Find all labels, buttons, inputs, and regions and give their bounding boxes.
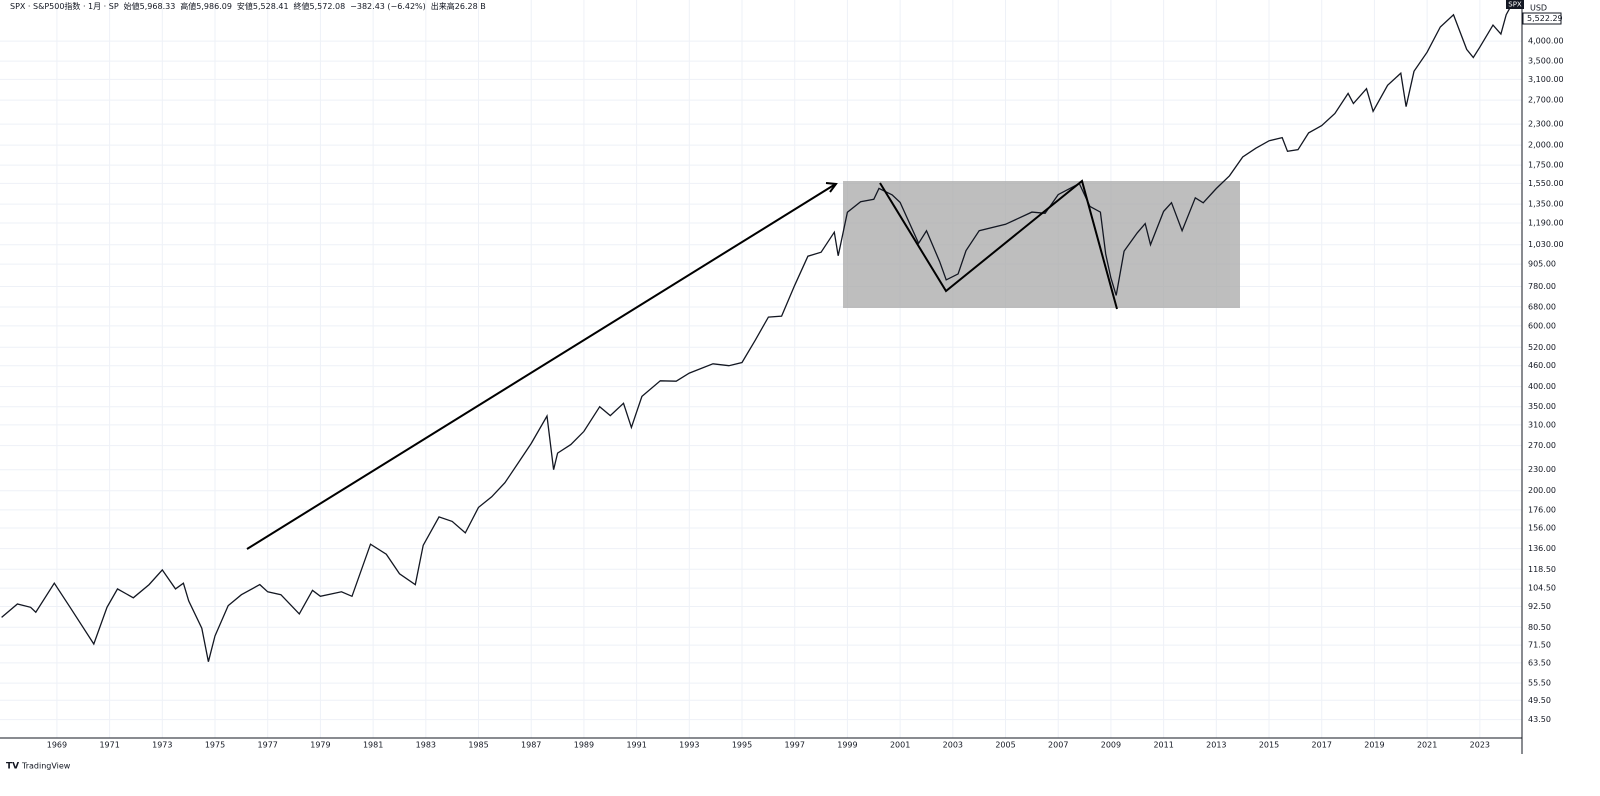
symbol-tag: SPX <box>1508 1 1522 9</box>
header-item: 高値5,986.09 <box>180 2 232 11</box>
header-item: −382.43 (−6.42%) <box>350 2 426 11</box>
y-tick-label: 43.50 <box>1528 715 1551 724</box>
x-tick-label: 2001 <box>890 741 910 750</box>
x-tick-label: 2021 <box>1417 741 1437 750</box>
y-tick-label: 1,750.00 <box>1528 161 1564 170</box>
header-item: 安値5,528.41 <box>236 2 289 11</box>
header-item: 始値5,968.33 <box>123 2 176 11</box>
y-tick-label: 1,550.00 <box>1528 179 1564 188</box>
x-tick-label: 1991 <box>626 741 646 750</box>
y-tick-label: 1,350.00 <box>1528 200 1564 209</box>
y-tick-label: 3,500.00 <box>1528 57 1564 66</box>
x-tick-label: 2015 <box>1259 741 1279 750</box>
x-tick-label: 2005 <box>995 741 1015 750</box>
y-tick-label: 310.00 <box>1528 420 1556 429</box>
header: SPX · S&P500指数 · 1月 · SP 始値5,968.33 高値5,98… <box>10 1 491 12</box>
x-tick-label: 2017 <box>1312 741 1332 750</box>
brand: TradingView <box>21 762 71 771</box>
y-tick-label: 49.50 <box>1528 696 1551 705</box>
price-line <box>1 0 1516 662</box>
x-tick-label: 2011 <box>1153 741 1173 750</box>
y-tick-label: 104.50 <box>1528 584 1556 593</box>
x-tick-label: 2007 <box>1048 741 1068 750</box>
header-item: 終値5,572.08 <box>293 2 346 11</box>
header-item: 出来高26.28 B <box>430 2 486 11</box>
y-tick-label: 200.00 <box>1528 486 1556 495</box>
y-tick-label: 1,190.00 <box>1528 219 1564 228</box>
y-tick-label: 156.00 <box>1528 524 1556 533</box>
last-price: 5,522.29 <box>1527 14 1563 23</box>
y-tick-label: 118.50 <box>1528 565 1556 574</box>
y-tick-label: 136.00 <box>1528 544 1556 553</box>
header-item: SPX · S&P500指数 · 1月 · SP <box>10 2 119 11</box>
pattern-lines <box>879 179 1118 310</box>
y-tick-label: 350.00 <box>1528 402 1556 411</box>
y-tick-label: 230.00 <box>1528 465 1556 474</box>
x-tick-label: 1987 <box>521 741 541 750</box>
y-tick-label: 3,100.00 <box>1528 75 1564 84</box>
x-tick-label: 2019 <box>1364 741 1384 750</box>
trend-arrow <box>246 184 835 550</box>
y-tick-label: 680.00 <box>1528 303 1556 312</box>
x-tick-label: 1977 <box>258 741 278 750</box>
x-tick-label: 1989 <box>574 741 594 750</box>
symbol-tag-bg <box>1506 0 1524 9</box>
y-tick-label: 4,000.00 <box>1528 37 1564 46</box>
y-tick-label: 400.00 <box>1528 382 1556 391</box>
grid <box>0 0 1522 738</box>
y-tick-label: 80.50 <box>1528 623 1551 632</box>
y-tick-label: 520.00 <box>1528 343 1556 352</box>
y-tick-label: 2,700.00 <box>1528 96 1564 105</box>
y-tick-label: 2,300.00 <box>1528 120 1564 129</box>
x-tick-label: 2023 <box>1470 741 1490 750</box>
y-tick-label: 176.00 <box>1528 505 1556 514</box>
x-tick-label: 1975 <box>205 741 225 750</box>
x-tick-label: 2009 <box>1101 741 1121 750</box>
x-tick-label: 2003 <box>943 741 963 750</box>
currency: USD <box>1530 4 1547 13</box>
x-tick-label: 1995 <box>732 741 752 750</box>
y-tick-label: 63.50 <box>1528 658 1551 667</box>
y-tick-label: 270.00 <box>1528 441 1556 450</box>
x-tick-label: 1971 <box>99 741 119 750</box>
x-tick-label: 1997 <box>785 741 805 750</box>
y-tick-label: 905.00 <box>1528 260 1556 269</box>
x-tick-label: 1999 <box>837 741 857 750</box>
last-price-bg <box>1522 12 1562 25</box>
x-tick-label: 1979 <box>310 741 330 750</box>
y-tick-label: 780.00 <box>1528 282 1556 291</box>
x-tick-label: 1983 <box>416 741 436 750</box>
y-tick-label: 1,030.00 <box>1528 240 1564 249</box>
plot <box>1 0 1516 662</box>
x-tick-label: 1993 <box>679 741 699 750</box>
x-tick-label: 1973 <box>152 741 172 750</box>
arrow-head <box>825 182 838 193</box>
y-tick-label: 71.50 <box>1528 641 1551 650</box>
x-tick-label: 2013 <box>1206 741 1226 750</box>
x-tick-label: 1969 <box>47 741 67 750</box>
logo-mark: 𝗧𝗩 <box>6 762 19 772</box>
x-tick-label: 1985 <box>468 741 488 750</box>
range-box <box>843 181 1240 308</box>
y-tick-label: 460.00 <box>1528 361 1556 370</box>
y-tick-label: 600.00 <box>1528 321 1556 330</box>
y-tick-label: 2,000.00 <box>1528 141 1564 150</box>
y-tick-label: 92.50 <box>1528 602 1551 611</box>
x-tick-label: 1981 <box>363 741 383 750</box>
y-tick-label: 55.50 <box>1528 679 1551 688</box>
